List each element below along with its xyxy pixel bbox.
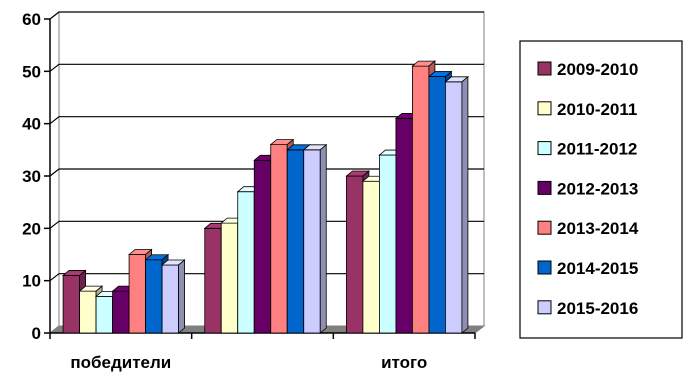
gridline bbox=[49, 220, 484, 229]
y-tick-label: 40 bbox=[22, 115, 41, 134]
legend-label: 2010-2011 bbox=[557, 100, 637, 119]
y-tick-label: 60 bbox=[22, 10, 41, 29]
legend-swatch bbox=[537, 61, 552, 76]
bar bbox=[302, 143, 328, 334]
legend-label: 2013-2014 bbox=[557, 219, 639, 238]
legend-label: 2012-2013 bbox=[557, 179, 638, 198]
bar-front bbox=[445, 81, 463, 334]
legend-swatch bbox=[537, 220, 552, 235]
legend-label: 2011-2012 bbox=[557, 140, 637, 159]
legend-swatch bbox=[537, 141, 552, 156]
bar-front bbox=[362, 180, 380, 334]
bar bbox=[160, 259, 186, 334]
gridline bbox=[49, 168, 484, 177]
bar-front bbox=[428, 76, 446, 334]
y-tick-labels: 0 10 20 30 40 50 60 bbox=[22, 10, 50, 343]
bar-front bbox=[303, 149, 321, 334]
gridline bbox=[49, 11, 484, 20]
bars bbox=[61, 60, 470, 334]
y-tick-label: 30 bbox=[22, 167, 41, 186]
bar-front bbox=[379, 154, 397, 334]
bar-side bbox=[178, 259, 185, 334]
x-category-labels: победители итого bbox=[70, 353, 427, 372]
bar-front bbox=[395, 118, 413, 334]
legend-item: 2011-2012 bbox=[537, 140, 637, 159]
bar-front bbox=[145, 259, 163, 334]
bar-front bbox=[270, 144, 288, 334]
y-tick-label: 10 bbox=[22, 272, 41, 291]
bar-front bbox=[286, 149, 305, 334]
legend-label: 2015-2016 bbox=[557, 299, 638, 318]
legend-swatch bbox=[537, 260, 552, 275]
bar-front bbox=[346, 175, 364, 334]
bar-front bbox=[79, 290, 97, 334]
y-tick-label: 0 bbox=[32, 324, 41, 343]
bar-front bbox=[253, 159, 272, 334]
gridline bbox=[49, 116, 484, 125]
bar-front bbox=[237, 191, 255, 334]
bar-front bbox=[412, 65, 430, 334]
legend-label: 2009-2010 bbox=[557, 60, 638, 79]
legend-item: 2012-2013 bbox=[537, 179, 638, 198]
bar-front bbox=[112, 290, 130, 334]
legend-item: 2015-2016 bbox=[537, 299, 638, 318]
legend-swatch bbox=[537, 101, 552, 116]
bar-front bbox=[204, 227, 222, 334]
legend-item: 2014-2015 bbox=[537, 259, 638, 278]
bar bbox=[61, 269, 87, 334]
bar-front bbox=[95, 295, 113, 334]
legend-label: 2014-2015 bbox=[557, 259, 638, 278]
legend-item: 2010-2011 bbox=[537, 100, 637, 119]
bar-side bbox=[319, 143, 327, 334]
bar-front bbox=[220, 222, 239, 334]
bar-front bbox=[62, 275, 80, 334]
bar-front bbox=[161, 264, 179, 334]
bar bbox=[444, 75, 470, 334]
gridlines bbox=[49, 11, 484, 282]
x-category-label: победители bbox=[70, 353, 171, 372]
legend: 2009-2010 2010-2011 2011-2012 2012-2013 2013… bbox=[519, 40, 683, 339]
y-tick-label: 50 bbox=[22, 62, 41, 81]
bar-side bbox=[461, 75, 469, 334]
y-tick-label: 20 bbox=[22, 219, 41, 238]
legend-swatch bbox=[537, 300, 552, 315]
bar-front bbox=[128, 254, 146, 334]
gridline bbox=[49, 63, 484, 72]
legend-item: 2013-2014 bbox=[537, 219, 639, 238]
x-category-label: итого bbox=[381, 353, 427, 372]
gridline bbox=[49, 273, 484, 282]
legend-item: 2009-2010 bbox=[537, 60, 638, 79]
legend-swatch bbox=[537, 180, 552, 195]
